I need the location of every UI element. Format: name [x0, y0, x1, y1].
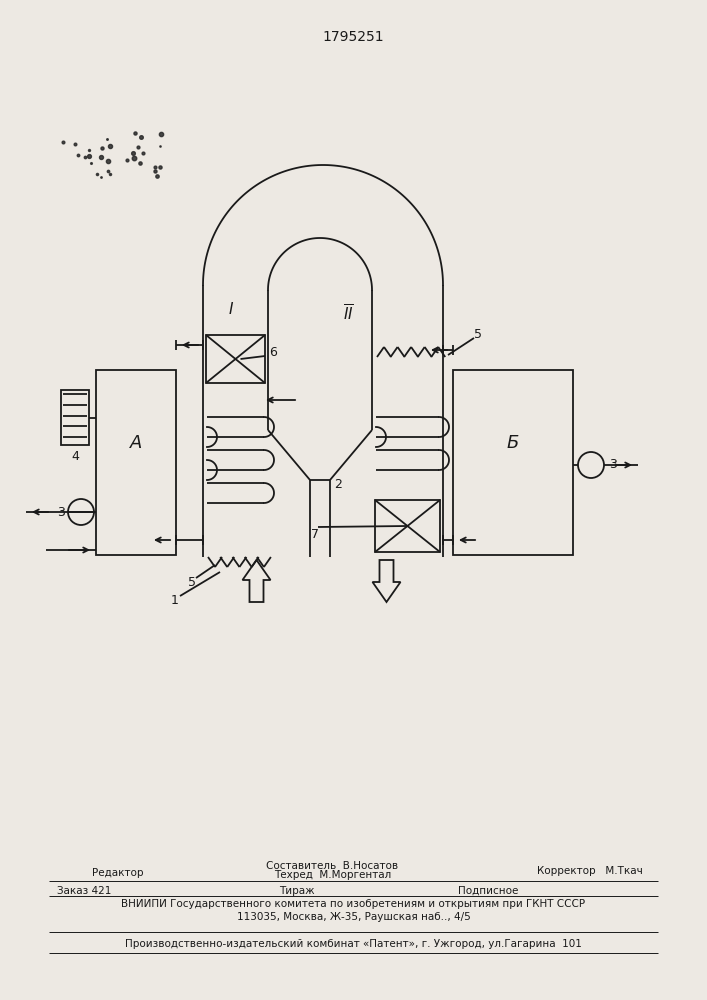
Text: 4: 4	[71, 450, 79, 464]
Text: Заказ 421: Заказ 421	[57, 886, 111, 896]
Text: 2: 2	[334, 479, 342, 491]
Text: $\overline{II}$: $\overline{II}$	[342, 304, 354, 324]
Bar	[206, 335, 265, 383]
Text: Корректор   М.Ткач: Корректор М.Ткач	[537, 866, 643, 876]
Text: Подписное: Подписное	[457, 886, 518, 896]
Text: 5: 5	[188, 576, 196, 588]
Text: ВНИИПИ Государственного комитета по изобретениям и открытиям при ГКНТ СССР: ВНИИПИ Государственного комитета по изоб…	[122, 899, 585, 909]
Text: 5: 5	[474, 328, 482, 340]
Text: А: А	[130, 434, 142, 452]
Text: 113035, Москва, Ж-35, Раушская наб.., 4/5: 113035, Москва, Ж-35, Раушская наб.., 4/…	[237, 912, 470, 922]
Text: 3: 3	[57, 506, 65, 518]
Text: 1795251: 1795251	[322, 30, 384, 44]
Text: 6: 6	[269, 346, 277, 359]
Text: 3: 3	[609, 458, 617, 472]
Text: 7: 7	[311, 528, 319, 542]
Text: Производственно-издательский комбинат «Патент», г. Ужгород, ул.Гагарина  101: Производственно-издательский комбинат «П…	[125, 939, 582, 949]
Text: Техред  М.Моргентал: Техред М.Моргентал	[274, 870, 391, 880]
Text: 1: 1	[171, 593, 179, 606]
Text: Тираж: Тираж	[279, 886, 315, 896]
Text: Редактор: Редактор	[92, 868, 144, 878]
Bar	[453, 370, 573, 555]
Bar	[96, 370, 176, 555]
Text: Составитель  В.Носатов: Составитель В.Носатов	[267, 861, 398, 871]
Text: I: I	[229, 302, 233, 318]
Bar	[375, 500, 440, 552]
Bar	[61, 390, 89, 445]
Text: Б: Б	[507, 434, 519, 452]
